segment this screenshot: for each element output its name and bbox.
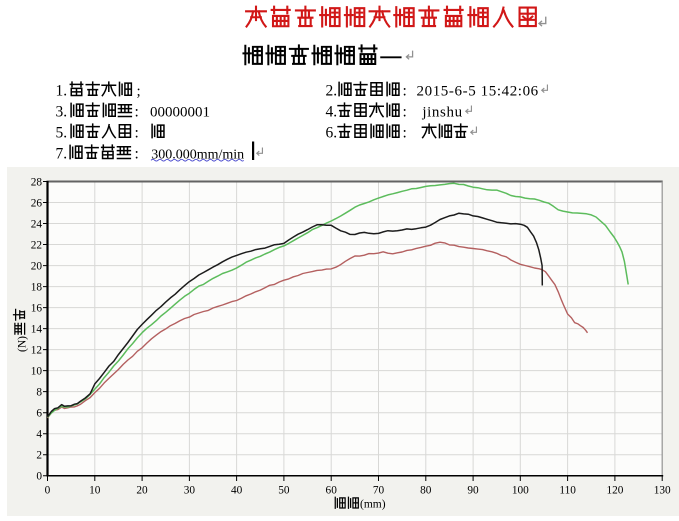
svg-text:0: 0 bbox=[45, 485, 51, 497]
svg-text::: : bbox=[403, 125, 407, 142]
svg-text:(N): (N) bbox=[17, 336, 29, 352]
svg-text::: : bbox=[403, 104, 407, 121]
svg-text::: : bbox=[135, 146, 139, 163]
svg-text:80: 80 bbox=[420, 485, 432, 497]
svg-text:40: 40 bbox=[231, 485, 243, 497]
svg-text:;: ; bbox=[137, 84, 141, 100]
svg-text:2.: 2. bbox=[326, 83, 338, 100]
svg-text:30: 30 bbox=[184, 485, 196, 497]
svg-text:100: 100 bbox=[512, 485, 529, 497]
svg-text::: : bbox=[135, 125, 139, 142]
svg-text:28: 28 bbox=[31, 177, 43, 189]
svg-text:130: 130 bbox=[654, 485, 671, 497]
svg-text:8: 8 bbox=[36, 387, 42, 399]
svg-text:4.: 4. bbox=[326, 104, 338, 121]
svg-text:24: 24 bbox=[31, 219, 43, 231]
svg-text:60: 60 bbox=[326, 485, 338, 497]
svg-text:1.: 1. bbox=[56, 83, 68, 100]
svg-text:5.: 5. bbox=[56, 125, 68, 142]
svg-text:0: 0 bbox=[36, 471, 42, 483]
svg-text:26: 26 bbox=[31, 198, 43, 210]
svg-text:(mm): (mm) bbox=[360, 499, 386, 511]
svg-text:50: 50 bbox=[278, 485, 290, 497]
svg-text:20: 20 bbox=[31, 261, 43, 273]
svg-text:10: 10 bbox=[89, 485, 101, 497]
svg-text:10: 10 bbox=[31, 366, 43, 378]
svg-text:70: 70 bbox=[373, 485, 385, 497]
svg-text:22: 22 bbox=[31, 240, 43, 252]
svg-text:3.: 3. bbox=[56, 104, 68, 121]
svg-text:6: 6 bbox=[36, 408, 42, 420]
svg-text:300.000mm/min: 300.000mm/min bbox=[151, 148, 244, 163]
svg-text:jinshu: jinshu bbox=[421, 105, 462, 121]
svg-text:14: 14 bbox=[31, 324, 43, 336]
svg-text:120: 120 bbox=[606, 485, 623, 497]
svg-text:20: 20 bbox=[136, 485, 148, 497]
svg-text:90: 90 bbox=[467, 485, 479, 497]
svg-text:16: 16 bbox=[31, 303, 43, 315]
svg-text:2: 2 bbox=[36, 450, 42, 462]
svg-text:110: 110 bbox=[559, 485, 576, 497]
svg-text:6.: 6. bbox=[326, 125, 338, 142]
svg-text:4: 4 bbox=[36, 429, 42, 441]
svg-text:7.: 7. bbox=[56, 146, 68, 163]
svg-text::: : bbox=[135, 104, 139, 121]
svg-text::: : bbox=[403, 83, 407, 100]
svg-text:00000001: 00000001 bbox=[150, 105, 210, 121]
svg-text:18: 18 bbox=[31, 282, 43, 294]
svg-text:2015-6-5 15:42:06: 2015-6-5 15:42:06 bbox=[417, 84, 539, 100]
svg-text:12: 12 bbox=[31, 345, 43, 357]
